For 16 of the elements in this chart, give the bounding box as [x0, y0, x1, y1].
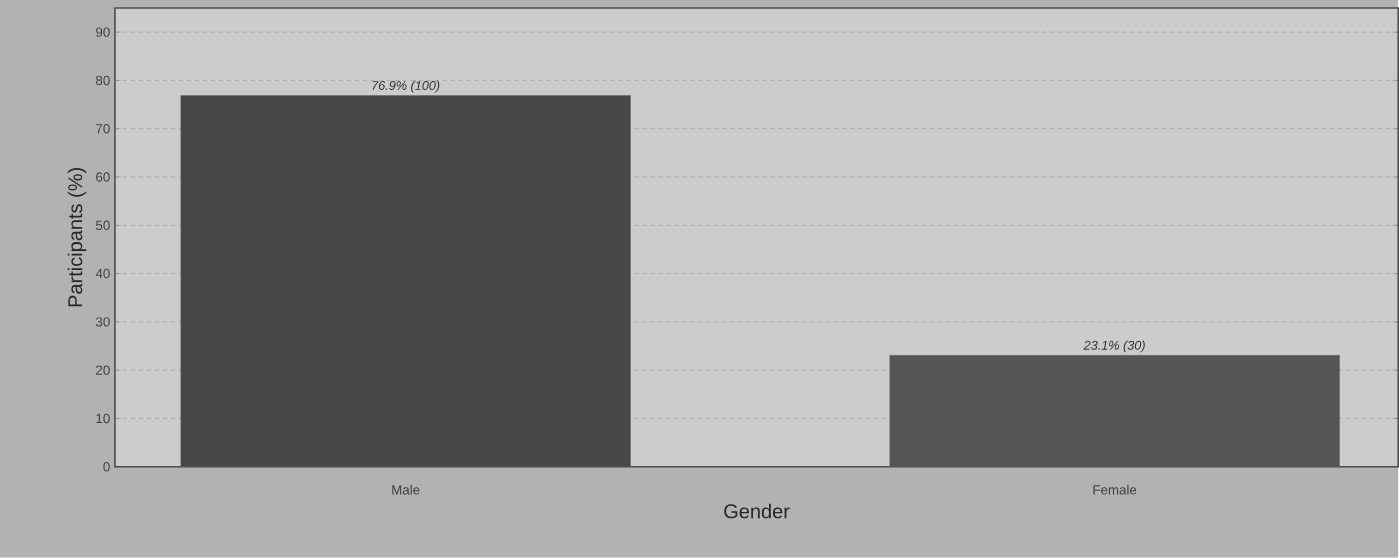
data-label: 23.1% (30)	[1083, 340, 1145, 353]
y-tick-label: 70	[96, 124, 110, 134]
y-tick-label: 40	[95, 269, 110, 279]
x-axis-title: Gender	[724, 503, 790, 519]
y-tick-label: 90	[96, 27, 110, 38]
y-tick-label: 20	[96, 365, 110, 376]
y-tick-label: 0	[103, 462, 110, 472]
y-tick-label: 30	[95, 317, 110, 327]
y-tick-label: 80	[96, 75, 110, 86]
y-tick-label: 10	[96, 413, 110, 424]
data-label: 76.9% (100)	[372, 80, 440, 93]
x-tick-label: Male	[392, 484, 420, 495]
y-tick-label: 50	[95, 220, 110, 231]
y-axis-title: Participants (%)	[67, 168, 87, 307]
y-tick-label: 60	[96, 172, 110, 182]
x-tick-label: Female	[1093, 484, 1137, 495]
